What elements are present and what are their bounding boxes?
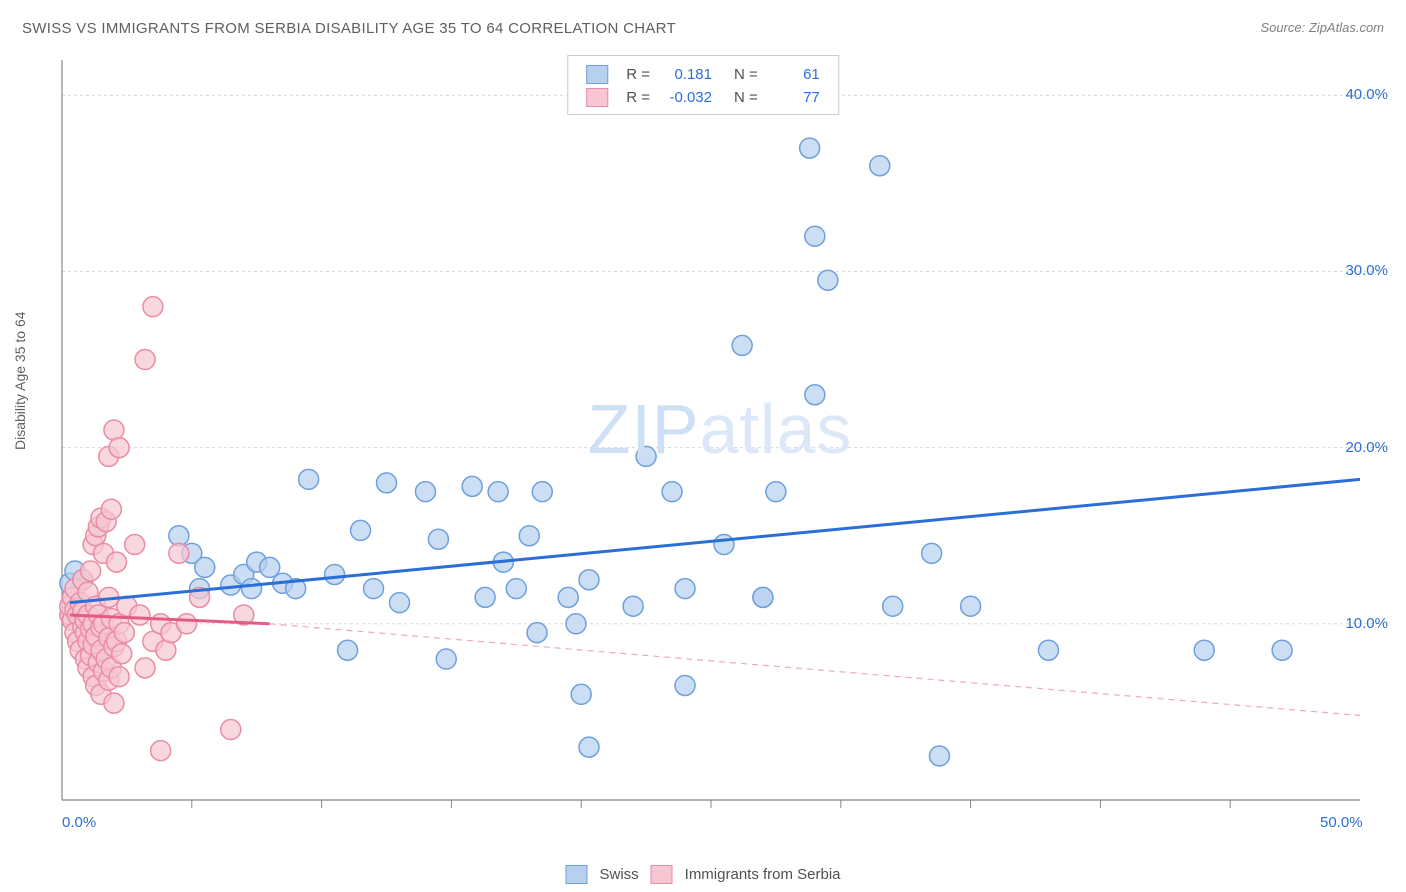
chart-title: SWISS VS IMMIGRANTS FROM SERBIA DISABILI… [22, 20, 676, 37]
y-tick-label: 40.0% [1345, 86, 1388, 103]
legend-n-value: 77 [772, 89, 820, 106]
legend-r-value: 0.181 [664, 66, 712, 83]
legend-swatch [586, 65, 608, 84]
series-legend: Swiss Immigrants from Serbia [559, 865, 846, 884]
legend-r-value: -0.032 [664, 89, 712, 106]
legend-r-label: R = [620, 64, 656, 85]
y-tick-label: 30.0% [1345, 262, 1388, 279]
y-axis-label: Disability Age 35 to 64 [12, 311, 28, 450]
source-attribution: Source: ZipAtlas.com [1260, 20, 1384, 35]
x-tick-label: 0.0% [62, 814, 96, 831]
legend-r-label: R = [620, 87, 656, 108]
legend-swatch [586, 88, 608, 107]
chart-area: ZIPatlas [50, 50, 1390, 840]
y-tick-label: 20.0% [1345, 439, 1388, 456]
legend-n-label: N = [720, 64, 764, 85]
legend-swatch [565, 865, 587, 884]
y-tick-label: 10.0% [1345, 615, 1388, 632]
legend-n-label: N = [720, 87, 764, 108]
correlation-legend: R = 0.181 N = 61 R = -0.032 N = 77 [567, 55, 839, 115]
x-tick-label: 50.0% [1320, 814, 1363, 831]
legend-series-label: Immigrants from Serbia [685, 866, 841, 883]
legend-n-value: 61 [772, 66, 820, 83]
legend-swatch [651, 865, 673, 884]
scatter-plot-svg [50, 50, 1390, 840]
legend-series-label: Swiss [599, 866, 638, 883]
